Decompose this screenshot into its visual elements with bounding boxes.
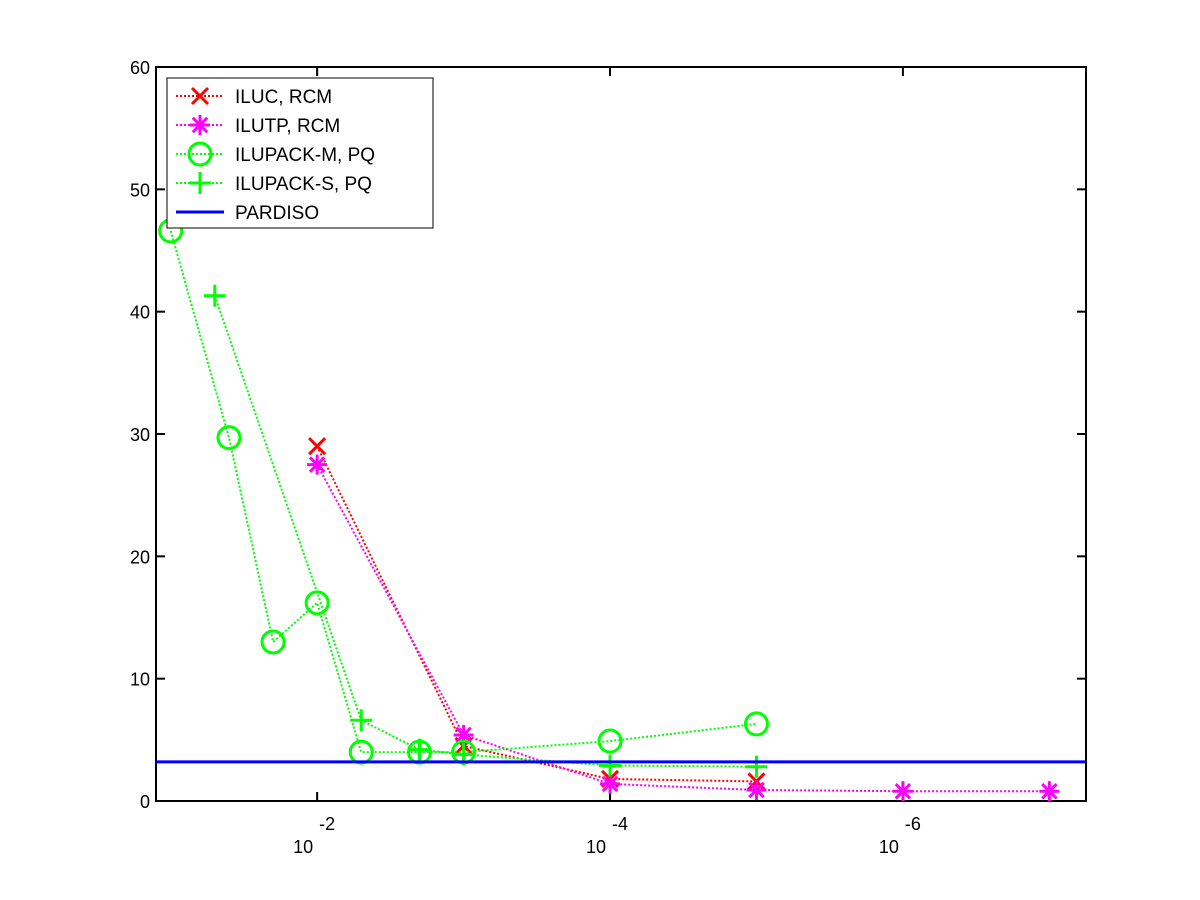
legend-entry-1: ILUTP, RCM [176, 115, 340, 137]
y-tick-label: 20 [130, 547, 150, 567]
series-line [316, 464, 1050, 793]
data-point [894, 782, 912, 800]
axis-ticks: 0 10 20 30 40 50 60 -2 10 -4 10 -6 10 [130, 58, 1086, 857]
y-tick-label: 40 [130, 303, 150, 323]
series-3 [203, 284, 768, 778]
legend-marker [190, 86, 210, 106]
data-point [455, 726, 472, 744]
legend-entry-2: ILUPACK-M, PQ [176, 141, 375, 167]
y-tick-label: 60 [130, 58, 150, 78]
x-tick-label-base: 10 [879, 837, 899, 857]
x-tick-label-exponent: -2 [319, 814, 335, 834]
x-tick-label-base: 10 [586, 837, 606, 857]
series-1 [307, 454, 1060, 802]
data-point [748, 781, 765, 799]
data-point [601, 775, 619, 793]
legend-entry-3: ILUPACK-S, PQ [176, 172, 372, 195]
y-tick-label: 30 [130, 425, 150, 445]
legend-label: ILUTP, RCM [235, 116, 340, 137]
legend-marker [191, 116, 209, 134]
series-line [169, 230, 757, 754]
data-point [308, 456, 326, 473]
data-point [216, 425, 242, 451]
legend-label: ILUPACK-S, PQ [235, 174, 372, 195]
legend: ILUC, RCM ILUTP, RCM ILUPACK-M, PQ ILUPACK-… [166, 77, 434, 229]
x-tick-label-exponent: -4 [612, 814, 628, 834]
series-2 [158, 218, 769, 765]
legend-label: ILUC, RCM [235, 87, 332, 108]
legend-label: PARDISO [235, 203, 319, 224]
data-point [597, 728, 623, 754]
data-point [308, 437, 327, 456]
data-point [260, 629, 286, 655]
legend-label: ILUPACK-M, PQ [235, 145, 375, 166]
legend-entry-4: PARDISO [176, 203, 319, 224]
legend-marker [187, 141, 213, 167]
y-tick-label: 10 [130, 670, 150, 690]
legend-entry-0: ILUC, RCM [176, 86, 332, 108]
series-layer [156, 218, 1086, 802]
series-line [213, 295, 757, 768]
legend-entries: ILUC, RCM ILUTP, RCM ILUPACK-M, PQ ILUPACK-… [176, 86, 375, 224]
y-tick-label: 0 [140, 792, 150, 812]
data-point [743, 711, 769, 737]
y-tick-label: 50 [130, 180, 150, 200]
x-tick-label-exponent: -6 [905, 814, 921, 834]
x-tick-label-base: 10 [293, 837, 313, 857]
data-point [1041, 782, 1058, 800]
